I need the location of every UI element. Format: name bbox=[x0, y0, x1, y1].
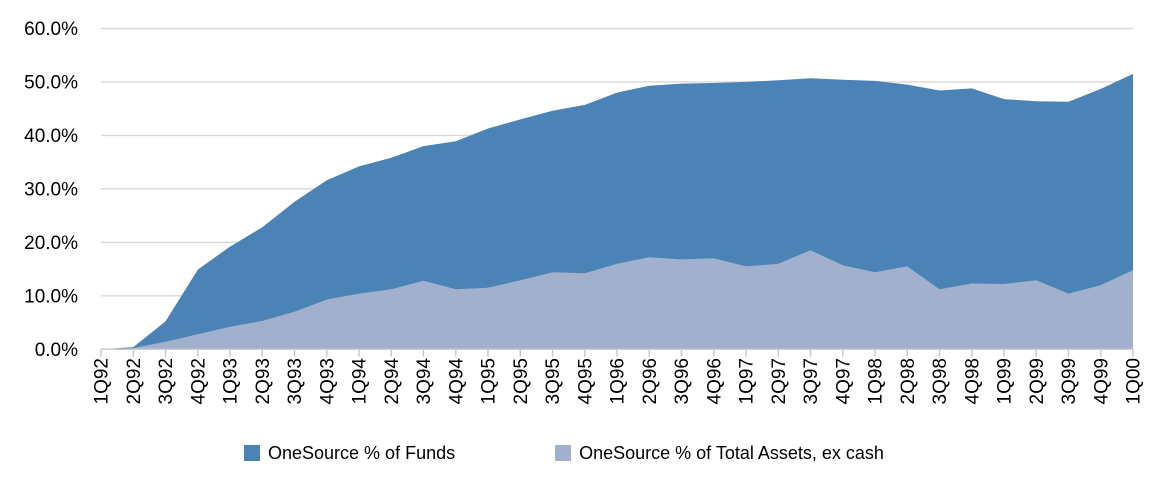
x-axis-tick-label: 4Q96 bbox=[704, 358, 725, 404]
x-axis-tick-label: 1Q00 bbox=[1123, 358, 1144, 404]
x-axis-tick-label: 4Q99 bbox=[1091, 358, 1112, 404]
x-axis-tick-label: 2Q92 bbox=[124, 358, 145, 404]
assets-area bbox=[101, 250, 1133, 350]
x-axis-tick-label: 4Q94 bbox=[446, 358, 467, 405]
x-axis-tick-label: 3Q99 bbox=[1059, 358, 1080, 404]
y-axis-tick-label: 50.0% bbox=[24, 73, 78, 94]
y-axis-tick-label: 10.0% bbox=[24, 286, 78, 307]
x-axis-tick-label: 1Q93 bbox=[220, 358, 241, 404]
x-axis-tick-label: 1Q99 bbox=[994, 358, 1015, 404]
x-axis-tick-label: 3Q95 bbox=[543, 358, 564, 404]
x-axis-tick-label: 4Q92 bbox=[188, 358, 209, 404]
chart-plot-area: 0.0% 10.0% 20.0% 30.0% 40.0% 50.0% 60.0% 1Q92 2Q… bbox=[24, 19, 1144, 405]
x-axis-tick-label: 2Q98 bbox=[898, 358, 919, 404]
x-axis-tick-label: 1Q98 bbox=[865, 358, 886, 404]
x-axis-tick-label: 4Q97 bbox=[833, 358, 854, 404]
x-axis-tick-label: 3Q94 bbox=[414, 358, 435, 405]
legend-swatch-assets-icon bbox=[555, 445, 572, 461]
y-axis-tick-label: 0.0% bbox=[35, 340, 78, 361]
x-axis-tick-label: 2Q93 bbox=[253, 358, 274, 404]
legend-item-funds: OneSource % of Funds bbox=[244, 443, 455, 464]
y-axis-tick-label: 40.0% bbox=[24, 126, 78, 147]
x-axis-tick-label: 3Q93 bbox=[285, 358, 306, 404]
x-axis-tick-label: 1Q94 bbox=[349, 358, 370, 405]
y-axis-tick-label: 30.0% bbox=[24, 179, 78, 200]
y-axis-tick-label: 60.0% bbox=[24, 19, 78, 40]
x-axis-tick-label: 1Q97 bbox=[736, 358, 757, 404]
x-axis-tick-label: 2Q96 bbox=[640, 358, 661, 404]
x-axis-tick-label: 2Q94 bbox=[382, 358, 403, 405]
legend-label-funds: OneSource % of Funds bbox=[268, 442, 456, 463]
legend-swatch-funds-icon bbox=[244, 445, 260, 461]
x-axis-tick-label: 4Q95 bbox=[575, 358, 596, 404]
legend-label-assets: OneSource % of Total Assets, ex cash bbox=[579, 442, 884, 463]
x-axis-tick-label: 3Q92 bbox=[156, 358, 177, 404]
x-axis-tick-label: 4Q93 bbox=[317, 358, 338, 404]
x-axis-tick-label: 2Q95 bbox=[511, 358, 532, 404]
legend-item-assets: OneSource % of Total Assets, ex cash bbox=[555, 443, 884, 464]
x-axis-tick-label: 1Q92 bbox=[91, 358, 112, 404]
x-axis-tick-label: 1Q95 bbox=[478, 358, 499, 404]
x-axis-tick-label: 3Q98 bbox=[930, 358, 951, 404]
chart-legend: OneSource % of Funds OneSource % of Tota… bbox=[0, 439, 1152, 467]
x-axis-tick-label: 2Q97 bbox=[769, 358, 790, 404]
y-axis-tick-label: 20.0% bbox=[24, 233, 78, 254]
x-axis-tick-label: 1Q96 bbox=[607, 358, 628, 404]
x-axis-tick-label: 2Q99 bbox=[1027, 358, 1048, 404]
x-axis-tick-label: 3Q97 bbox=[801, 358, 822, 404]
x-axis-tick-label: 4Q98 bbox=[962, 358, 983, 404]
x-axis-tick-label: 3Q96 bbox=[672, 358, 693, 404]
